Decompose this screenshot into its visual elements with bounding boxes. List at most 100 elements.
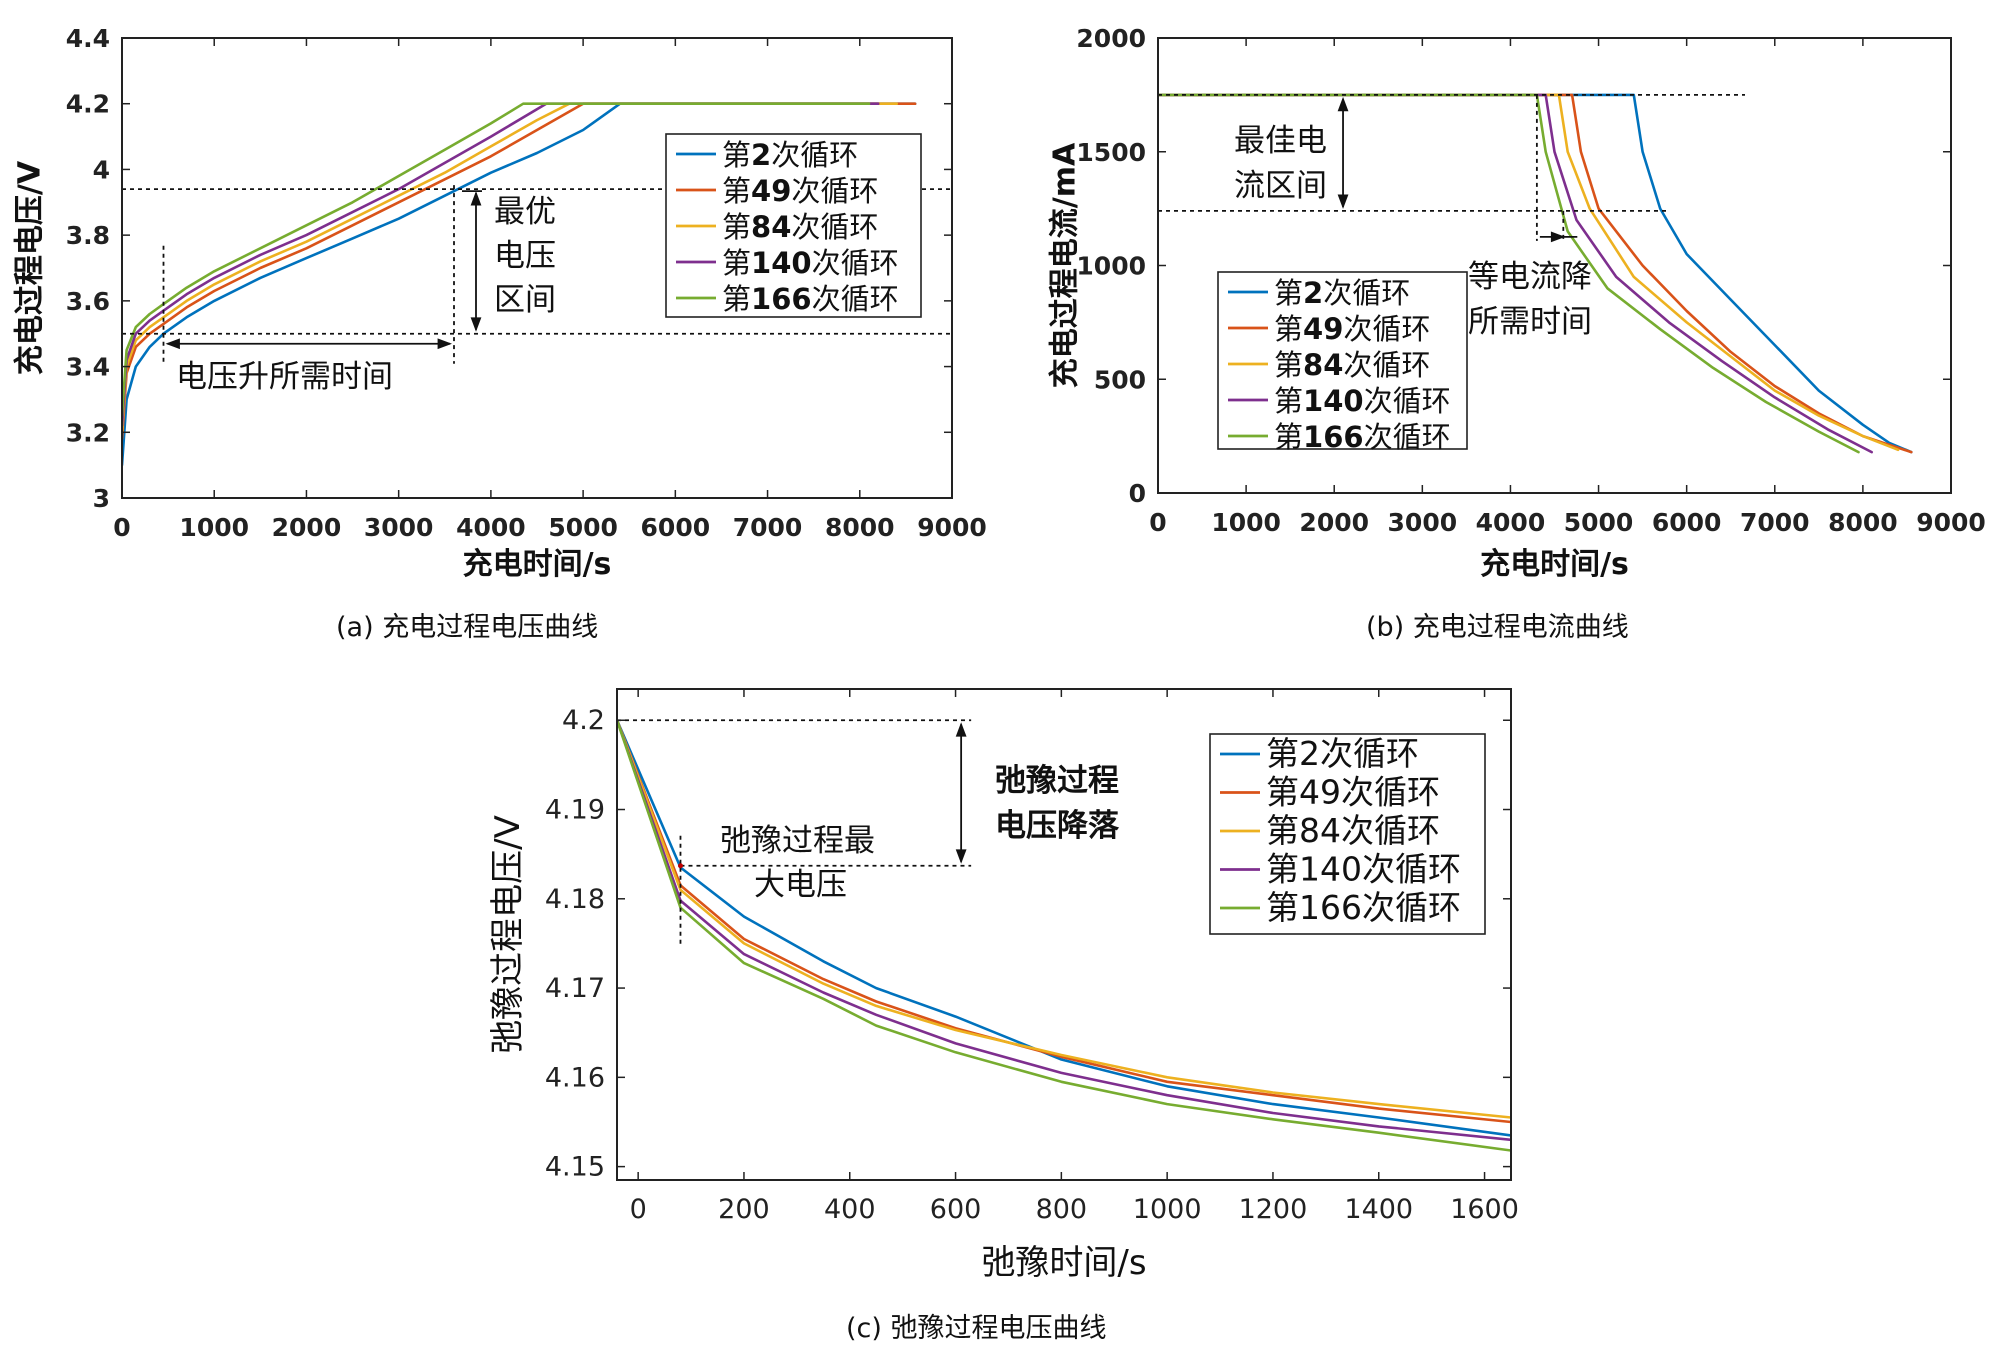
panel-a-ticks: 0 1000 2000 3000 4000 5000 6000 7000 8000 9000 3 3.…: [66, 24, 987, 542]
panel-c-annot-max-1: 弛豫过程最: [720, 823, 875, 859]
panel-c-drop-arrow-top: [955, 722, 967, 737]
panel-c-caption: (c) 弛豫过程电压曲线: [846, 1313, 1107, 1344]
panel-c-xlabel: 弛豫时间/s: [981, 1243, 1146, 1283]
panel-c-xtick-label-8: 1600: [1450, 1194, 1519, 1225]
panel-c-legend-label-2: 第49次循环: [1266, 773, 1440, 812]
panel-a-xtick-label-4: 4000: [456, 513, 526, 542]
panel-c-series-4: [617, 718, 1511, 1142]
panel-b-xtick-label-9: 9000: [1916, 508, 1986, 537]
panel-a-range-arrow-bottom: [470, 317, 482, 332]
panel-b-series-5: [1158, 93, 1860, 454]
panel-b-xtick-label-4: 4000: [1476, 508, 1546, 537]
legend-number: 49: [751, 174, 791, 208]
legend-prefix: 第: [1274, 384, 1303, 418]
legend-prefix: 第: [1274, 312, 1303, 346]
panel-a-ytick-label-4: 3.8: [66, 221, 110, 250]
panel-c-xtick-label-5: 1000: [1133, 1194, 1202, 1225]
panel-c-series-5: [617, 718, 1511, 1152]
panel-c-xtick-label-4: 800: [1036, 1194, 1088, 1225]
panel-a-legend-label-3: 第84次循环: [722, 210, 878, 244]
panel-a-xtick-label-3: 3000: [364, 513, 434, 542]
panel-b-series-3: [1158, 93, 1900, 452]
panel-c-ytick-label-4: 4.19: [545, 795, 605, 826]
panel-a-time-arrow-left: [165, 338, 180, 350]
panel-b-current-chart: 0 1000 2000 3000 4000 5000 6000 7000 8000 9000 0 50…: [1048, 24, 1986, 643]
panel-b-guides: [1158, 93, 1745, 243]
legend-number: 140: [751, 246, 812, 280]
panel-b-series-group: [1158, 93, 1913, 454]
panel-a-xtick-label-0: 0: [113, 513, 130, 542]
panel-a-axes-frame: [121, 37, 953, 499]
panel-b-legend-box: [1217, 271, 1468, 450]
panel-b-time-arrow-right: [1550, 231, 1566, 243]
panel-a-ytick-label-6: 4.2: [66, 90, 110, 119]
panel-a-voltage-chart: 0 1000 2000 3000 4000 5000 6000 7000 8000 9000 3 3.…: [13, 24, 987, 643]
panel-c-ticks: 0 200 400 600 800 1000 1200 1400 1600 4.15 4.16 4.1…: [545, 689, 1519, 1225]
panel-b-series-4: [1158, 93, 1873, 454]
panel-c-annot-drop-1: 弛豫过程: [995, 763, 1119, 799]
panel-c-ytick-label-2: 4.17: [545, 973, 605, 1004]
panel-a-ytick-label-2: 3.4: [66, 353, 110, 382]
panel-c-xtick-label-0: 0: [630, 1194, 647, 1225]
panel-a-xtick-label-9: 9000: [917, 513, 987, 542]
legend-number: 2: [1303, 276, 1323, 310]
panel-a-xtick-label-7: 7000: [733, 513, 803, 542]
legend-suffix: 次循环: [1323, 276, 1410, 310]
legend-suffix: 次循环: [812, 246, 899, 280]
panel-b-ticks: 0 1000 2000 3000 4000 5000 6000 7000 8000 9000 0 50…: [1076, 24, 1985, 537]
panel-c-legend-label-5: 第166次循环: [1266, 888, 1461, 927]
panel-a-xtick-label-8: 8000: [825, 513, 895, 542]
panel-c-ytick-label-0: 4.15: [545, 1152, 605, 1183]
panel-b-ytick-label-2: 1000: [1076, 252, 1146, 281]
panel-b-xtick-label-2: 2000: [1299, 508, 1369, 537]
legend-suffix: 次循环: [1343, 348, 1430, 382]
panel-b-ylabel: 充电过程电流/mA: [1048, 142, 1083, 388]
panel-b-xtick-label-6: 6000: [1652, 508, 1722, 537]
legend-prefix: 第: [722, 246, 751, 280]
panel-a-legend-label-4: 第140次循环: [722, 246, 899, 280]
legend-number: 166: [751, 282, 812, 316]
legend-suffix: 次循环: [1364, 384, 1451, 418]
panel-a-caption: (a) 充电过程电压曲线: [336, 612, 598, 643]
panel-c-legend-box: [1209, 733, 1486, 935]
panel-a-xtick-label-5: 5000: [548, 513, 618, 542]
panel-c-series-group: [617, 718, 1511, 1152]
panel-a-ytick-label-1: 3.2: [66, 418, 110, 447]
panel-c-series-3: [617, 718, 1511, 1119]
panel-a-annotations: 最优 电压 区间 电压升所需时间: [176, 194, 556, 395]
legend-number: 84: [751, 210, 791, 244]
panel-b-legend-label-1: 第2次循环: [1274, 276, 1410, 310]
panel-b-xtick-label-3: 3000: [1388, 508, 1458, 537]
panel-b-xtick-label-8: 8000: [1828, 508, 1898, 537]
panel-b-annot-drop-1: 等电流降: [1468, 259, 1592, 295]
legend-prefix: 第: [1274, 276, 1303, 310]
panel-b-legend-label-2: 第49次循环: [1274, 312, 1430, 346]
legend-prefix: 第: [1274, 348, 1303, 382]
panel-b-xtick-label-1: 1000: [1211, 508, 1281, 537]
panel-b-xtick-label-7: 7000: [1740, 508, 1810, 537]
panel-a-annot-optimal-2: 电压: [494, 238, 556, 274]
panel-a-legend-label-5: 第166次循环: [722, 282, 899, 316]
panel-a-ytick-label-3: 3.6: [66, 287, 110, 316]
panel-c-annotations: 弛豫过程最 大电压 弛豫过程 电压降落: [720, 763, 1120, 903]
panel-a-time-arrow-right: [437, 338, 452, 350]
panel-c-max-point: [677, 863, 683, 869]
panel-c-legend-label-3: 第84次循环: [1266, 811, 1440, 850]
legend-number: 2: [751, 138, 771, 172]
legend-prefix: 第: [722, 174, 751, 208]
legend-prefix: 第: [722, 138, 751, 172]
panel-b-ytick-label-3: 1500: [1076, 138, 1146, 167]
panel-b-range-arrow-top: [1337, 96, 1349, 112]
panel-b-ytick-label-0: 0: [1129, 479, 1146, 508]
panel-a-legend-label-2: 第49次循环: [722, 174, 878, 208]
panel-c-drop-arrow-bottom: [955, 849, 967, 864]
panel-c-annot-drop-2: 电压降落: [995, 808, 1120, 844]
panel-a-ytick-label-7: 4.4: [66, 24, 110, 53]
panel-c-annot-max-2: 大电压: [754, 867, 847, 903]
panel-c-ytick-label-1: 4.16: [545, 1062, 605, 1093]
panel-c-ytick-label-5: 4.2: [562, 705, 605, 736]
legend-number: 140: [1303, 384, 1364, 418]
